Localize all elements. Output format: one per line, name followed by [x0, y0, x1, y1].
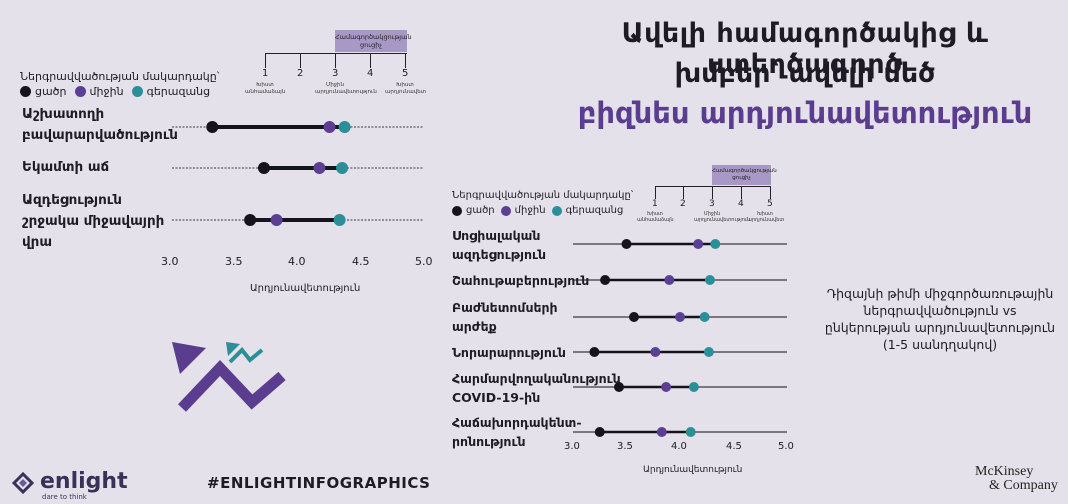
- chart2-tick-4.0: 4.0: [671, 441, 687, 452]
- row-label-covid-adaptability: Հարմարվողականություն COVID-19-ին: [452, 371, 621, 405]
- chart1-row1-low-point: [206, 121, 219, 133]
- chart2-tick-3.0: 3.0: [564, 441, 580, 452]
- chart2-row3-high-point: [699, 312, 710, 322]
- collaboration-box-2: [712, 165, 771, 185]
- chart2-row5-medium-point: [661, 382, 672, 392]
- scale-key-2: Համագործակցության ցուցիչ 1 2 3 4 5 Խիստ …: [637, 165, 784, 225]
- row-label-revenue-growth: Եկամտի աճ: [22, 159, 110, 175]
- chart2-row6-high-point: [685, 427, 696, 437]
- chart1-row1-high-point: [338, 121, 351, 133]
- legend-2-medium: միջին: [500, 205, 546, 216]
- chart1-row3-medium-point: [270, 214, 283, 226]
- low-dot-icon: [20, 86, 31, 97]
- chart1-tick-3.0: 3.0: [161, 255, 179, 268]
- legend-title: Ներգրավվածության մակարդակը՝: [20, 70, 220, 83]
- legend-2-high: գերազանց: [551, 205, 623, 216]
- medium-dot-icon: [500, 205, 511, 216]
- low-dot-icon: [452, 205, 462, 216]
- chart1-tick-3.5: 3.5: [225, 255, 243, 268]
- hashtag: #ENLIGHTINFOGRAPHICS: [207, 474, 431, 492]
- chart2-row3-medium-point: [675, 312, 685, 322]
- chart1-row3-low-point: [244, 214, 257, 226]
- chart2-row6-medium-point: [656, 427, 667, 437]
- collaboration-box-label: Համագործակցության ցուցիչ: [335, 33, 412, 49]
- row-label-employee-satisfaction: Աշխատողի բավարարվածություն: [22, 106, 178, 143]
- collaboration-box: [335, 30, 407, 52]
- medium-dot-icon: [74, 86, 86, 97]
- chart2-tick-4.5: 4.5: [726, 441, 742, 452]
- enlight-logo-icon: [11, 471, 35, 495]
- high-dot-icon: [131, 86, 143, 97]
- chart2-row4-medium-point: [650, 347, 661, 357]
- chart2-row2-high-point: [704, 275, 715, 285]
- chart1-tick-4.0: 4.0: [288, 255, 306, 268]
- chart1-x-axis-title: Արդյունավետություն: [250, 283, 361, 294]
- chart2-row1-high-point: [710, 239, 721, 249]
- chart2-row1-medium-point: [693, 239, 704, 249]
- scale-line: [265, 53, 407, 54]
- row-label-innovation: Նորարարություն: [452, 345, 566, 360]
- chart2-row5-high-point: [688, 382, 699, 392]
- legend: ցածր միջին գերազանց: [20, 85, 210, 98]
- chart1-tick-5.0: 5.0: [415, 255, 433, 268]
- headline-line-2: խմբեր՝ ավելի մեծ: [674, 58, 936, 89]
- chart2-tick-5.0: 5.0: [778, 441, 794, 452]
- row-label-customer-centricity: Հաճախորդակենտ- րոնություն: [452, 415, 582, 449]
- row-label-social-impact: Սոցիալական ազդեցություն: [452, 228, 547, 262]
- headline-line-3: բիզնես արդյունավետություն: [577, 96, 1033, 130]
- legend-low: ցածր: [20, 85, 67, 98]
- chart1-row2-high-point: [336, 162, 349, 174]
- chart1-row2-low-point: [257, 162, 270, 174]
- chart2-row3-low-point: [628, 312, 639, 322]
- chart2-row4-low-point: [589, 347, 600, 357]
- chart2-row5-low-point: [614, 382, 625, 392]
- row-label-stock-value: Բաժնետոմսերի արժեք: [452, 300, 558, 334]
- chart2-row1-low-point: [621, 239, 632, 249]
- chart2-row2-medium-point: [664, 275, 675, 285]
- chart1-row1-medium-point: [323, 121, 336, 133]
- enlight-tagline: dare to think: [42, 493, 87, 501]
- legend-medium: միջին: [74, 85, 124, 98]
- chart1-row2-medium-point: [313, 162, 326, 174]
- chart-description: Դիզայնի թիմի միջգործառութային ներգրավված…: [824, 286, 1056, 352]
- headline-line-1: Ավելի համագործակից և ստեղծագործ: [621, 18, 989, 80]
- legend-2-title: Ներգրավվածության մակարդակը՝: [452, 190, 634, 201]
- mckinsey-logo: McKinsey & Company: [975, 464, 1058, 493]
- chart2-row6-low-point: [594, 427, 605, 437]
- legend-high: գերազանց: [131, 85, 210, 98]
- legend-2: ցածր միջին գերազանց: [452, 205, 623, 216]
- chart2-row2-low-point: [600, 275, 611, 285]
- legend-2-low: ցածր: [452, 205, 495, 216]
- chart2-x-axis-title: Արդյունավետություն: [643, 465, 743, 475]
- row-label-profitability: Շահութաբերություն: [452, 273, 590, 288]
- row-label-environment: Ազդեցություն շրջակա միջավայրի վրա: [22, 192, 165, 250]
- scale-key-1: Համագործակցության ցուցիչ 1 2 3 4 5 Խիստ …: [245, 30, 426, 100]
- high-dot-icon: [551, 205, 562, 216]
- chart1-tick-4.5: 4.5: [352, 255, 370, 268]
- chart2-tick-3.5: 3.5: [617, 441, 633, 452]
- chart1-row3-high-point: [333, 214, 346, 226]
- chart2-row4-high-point: [703, 347, 714, 357]
- enlight-brand: enlight: [40, 469, 128, 494]
- zigzag-arrow-icon: [172, 342, 286, 412]
